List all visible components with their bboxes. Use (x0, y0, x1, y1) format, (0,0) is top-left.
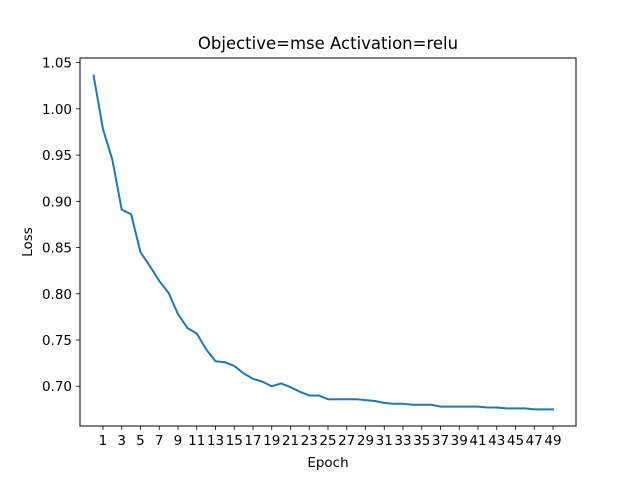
x-tick-label: 23 (301, 433, 318, 449)
x-tick-label: 45 (507, 433, 524, 449)
y-tick-label: 0.80 (42, 287, 72, 303)
ticks-layer: 1 3 5 7 9 11 13 15 17 19 21 23 25 27 29 31 33 35 37 39 41 43 4… (42, 56, 562, 449)
loss-series-line (92, 74, 555, 411)
x-tick-label: 3 (117, 433, 126, 449)
x-tick-label: 27 (338, 433, 355, 449)
x-tick-label: 41 (469, 433, 486, 449)
y-tick-label: 1.00 (42, 102, 72, 118)
x-tick-label: 11 (188, 433, 205, 449)
chart-title: Objective=mse Activation=relu (198, 34, 458, 53)
x-tick-label: 43 (488, 433, 505, 449)
y-tick-label: 0.90 (42, 194, 72, 210)
x-tick-label: 33 (394, 433, 411, 449)
x-tick-label: 17 (244, 433, 261, 449)
x-tick-label: 7 (155, 433, 164, 449)
x-axis-label: Epoch (307, 455, 348, 471)
x-tick-label: 49 (544, 433, 561, 449)
x-tick-label: 1 (99, 433, 108, 449)
x-tick-label: 9 (174, 433, 183, 449)
x-tick-label: 21 (282, 433, 299, 449)
y-tick-label: 0.70 (42, 379, 72, 395)
x-tick-label: 39 (451, 433, 468, 449)
x-tick-label: 19 (263, 433, 280, 449)
y-axis-label: Loss (20, 227, 36, 257)
x-tick-label: 15 (226, 433, 243, 449)
y-tick-label: 0.85 (42, 241, 72, 257)
x-tick-label: 35 (413, 433, 430, 449)
series-layer (92, 74, 555, 411)
y-tick-label: 0.95 (42, 148, 72, 164)
x-tick-label: 37 (432, 433, 449, 449)
y-tick-label: 1.05 (42, 56, 72, 72)
x-tick-label: 5 (136, 433, 145, 449)
plot-frame (79, 57, 577, 427)
y-tick-label: 0.75 (42, 333, 72, 349)
x-tick-label: 25 (319, 433, 336, 449)
x-tick-label: 13 (207, 433, 224, 449)
x-tick-label: 47 (526, 433, 543, 449)
x-tick-label: 31 (376, 433, 393, 449)
x-tick-label: 29 (357, 433, 374, 449)
